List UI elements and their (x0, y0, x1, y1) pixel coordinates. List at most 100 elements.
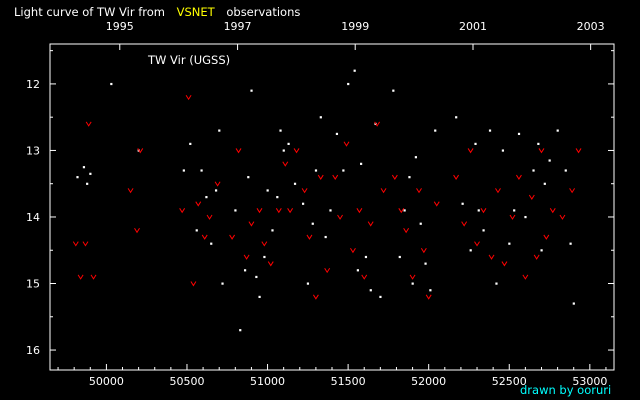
observation-point (477, 209, 480, 212)
observation-point (271, 229, 274, 232)
year-tick-label: 1995 (106, 20, 134, 33)
observation-point (205, 196, 208, 199)
upper-limit-mark (403, 228, 410, 234)
upper-limit-mark (543, 234, 550, 240)
upper-limit-mark (72, 241, 79, 247)
upper-limit-mark (206, 214, 213, 220)
upper-limit-mark (343, 141, 350, 147)
observation-point (263, 255, 266, 259)
observation-point (306, 282, 310, 285)
observation-point (293, 182, 297, 185)
observation-point (572, 302, 575, 305)
marks-group (72, 69, 582, 332)
observation-point (398, 255, 401, 259)
observation-point (419, 222, 422, 225)
observation-point (221, 282, 224, 285)
x-tick-label: 51000 (250, 375, 285, 388)
upper-limit-mark (356, 208, 363, 214)
x-tick-label: 50000 (89, 375, 124, 388)
x-tick-label: 51500 (331, 375, 366, 388)
y-tick-label: 15 (26, 278, 40, 291)
upper-limit-mark (229, 234, 236, 240)
observation-point (501, 149, 505, 152)
observation-point (76, 176, 79, 179)
upper-limit-mark (420, 247, 427, 254)
observation-point (301, 202, 305, 205)
observation-point (311, 222, 314, 225)
upper-limit-mark (361, 274, 368, 280)
upper-limit-mark (367, 221, 374, 227)
upper-limit-mark (350, 247, 356, 254)
observation-point (195, 229, 198, 232)
y-tick-label: 13 (26, 144, 40, 157)
observation-point (434, 129, 437, 132)
upper-limit-mark (77, 274, 84, 280)
upper-limit-mark (467, 148, 474, 154)
x-tick-label: 52500 (492, 375, 527, 388)
observation-point (356, 269, 359, 272)
observation-point (543, 182, 546, 185)
x-tick-label: 50500 (169, 375, 204, 388)
observation-point (182, 169, 185, 172)
observation-point (564, 169, 567, 172)
observation-point (540, 249, 543, 252)
observation-point (488, 129, 492, 132)
observation-point (255, 275, 258, 279)
observation-point (429, 289, 432, 292)
upper-limit-mark (516, 174, 522, 181)
upper-limit-mark (137, 148, 144, 154)
chart-title-part-2: VSNET (177, 5, 216, 19)
upper-limit-mark (337, 214, 343, 220)
upper-limit-mark (528, 194, 535, 200)
observation-point (513, 209, 516, 212)
observation-point (424, 262, 427, 265)
observation-point (86, 182, 89, 185)
upper-limit-mark (398, 208, 405, 214)
upper-limit-mark (134, 228, 140, 234)
y-tick-label: 16 (26, 344, 40, 357)
observation-point (548, 159, 551, 162)
chart-annotation: TW Vir (UGSS) (147, 53, 230, 67)
observation-point (342, 169, 345, 172)
observation-point (319, 116, 322, 119)
upper-limit-mark (82, 241, 89, 247)
chart-title: Light curve of TW Vir from VSNET observa… (14, 5, 300, 19)
observation-point (214, 189, 218, 192)
upper-limit-mark (179, 208, 186, 214)
upper-limit-mark (256, 208, 263, 214)
upper-limit-mark (190, 281, 197, 287)
upper-limit-mark (569, 188, 576, 194)
observation-point (403, 209, 406, 212)
observation-point (364, 255, 368, 259)
upper-limit-mark (235, 148, 242, 154)
upper-limit-mark (461, 221, 468, 227)
upper-limit-mark (85, 121, 92, 127)
observation-point (279, 129, 282, 132)
upper-limit-mark (509, 214, 516, 220)
upper-limit-mark (287, 208, 294, 214)
upper-limit-mark (380, 188, 387, 194)
upper-limit-mark (374, 121, 381, 127)
observation-point (353, 69, 356, 72)
observation-point (537, 142, 540, 145)
x-tick-label: 53000 (572, 375, 607, 388)
y-tick-label: 14 (26, 211, 40, 224)
observation-point (234, 209, 237, 212)
upper-limit-mark (391, 174, 398, 181)
upper-limit-mark (480, 208, 487, 214)
observation-point (474, 142, 477, 145)
upper-limit-mark (293, 148, 300, 154)
observation-point (392, 89, 395, 92)
observation-point (189, 142, 192, 145)
upper-limit-mark (559, 214, 566, 220)
upper-limit-mark (575, 148, 582, 154)
observation-point (200, 169, 203, 172)
upper-limit-mark (538, 148, 545, 154)
observation-point (287, 142, 290, 145)
upper-limit-mark (317, 174, 324, 181)
upper-limit-mark (195, 201, 202, 207)
upper-limit-mark (453, 174, 460, 181)
upper-limit-mark (332, 174, 339, 181)
